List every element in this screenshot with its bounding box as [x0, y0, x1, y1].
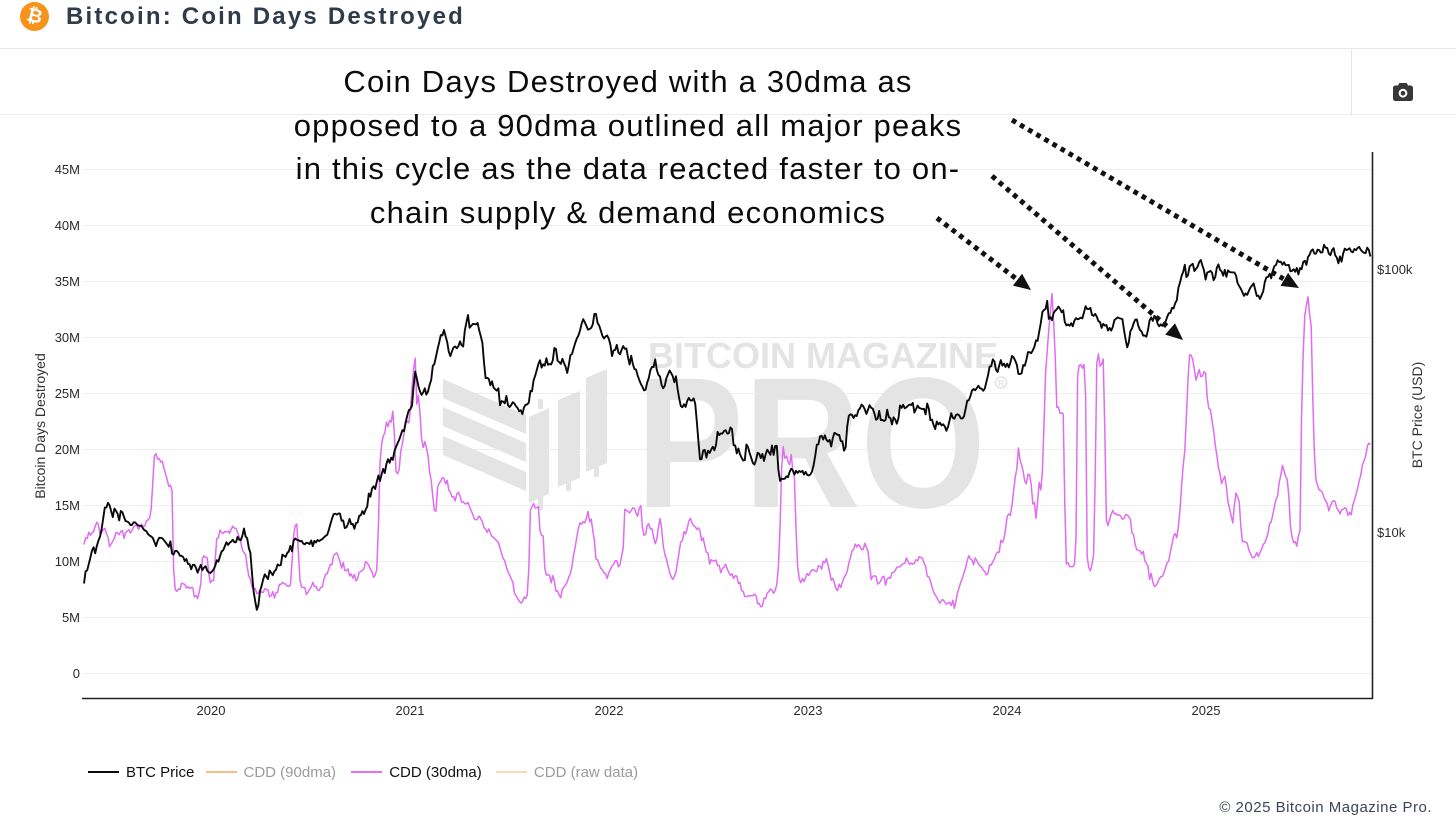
svg-text:R: R [998, 378, 1004, 388]
svg-text:PRO: PRO [636, 340, 986, 547]
svg-text:BITCOIN MAGAZINE: BITCOIN MAGAZINE [648, 335, 998, 376]
